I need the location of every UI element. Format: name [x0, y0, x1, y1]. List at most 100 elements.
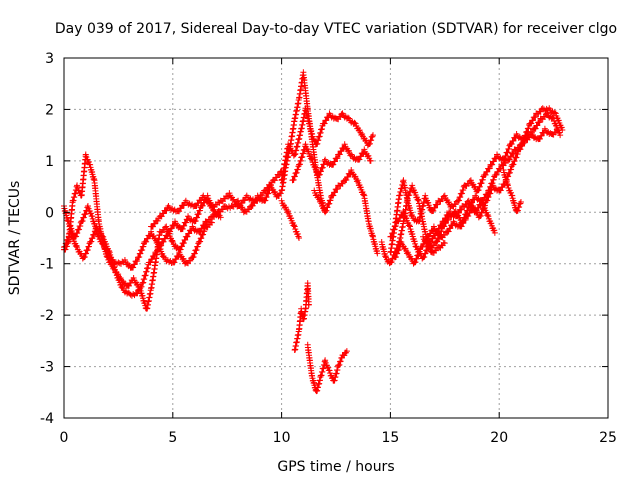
data-point — [469, 199, 475, 206]
data-point — [415, 252, 422, 259]
data-point — [504, 149, 511, 156]
data-point — [489, 161, 496, 168]
data-point — [438, 228, 445, 235]
data-point — [499, 184, 506, 191]
data-point — [127, 291, 134, 298]
data-point — [487, 190, 494, 197]
data-point — [358, 153, 365, 160]
data-point — [195, 210, 202, 217]
data-point — [259, 192, 266, 199]
data-point — [62, 243, 69, 250]
data-point — [476, 183, 483, 190]
data-point — [171, 259, 178, 266]
data-point — [186, 230, 193, 237]
data-point — [537, 108, 544, 115]
data-point — [245, 206, 252, 213]
data-point — [517, 200, 524, 207]
data-point — [179, 225, 186, 232]
data-point — [389, 229, 396, 236]
data-point — [187, 257, 194, 264]
y-tick-label: 2 — [45, 102, 54, 118]
data-point — [485, 193, 492, 200]
data-point — [337, 358, 344, 365]
data-point — [136, 287, 143, 294]
data-point — [392, 222, 399, 229]
data-point — [519, 143, 526, 150]
data-point — [139, 246, 146, 253]
data-point — [317, 197, 324, 204]
data-point — [484, 168, 491, 175]
data-point — [151, 252, 158, 259]
data-point — [321, 120, 328, 127]
data-point — [331, 189, 338, 196]
data-point — [484, 211, 491, 218]
data-point — [514, 207, 521, 214]
data-point — [463, 210, 470, 217]
data-point — [200, 231, 207, 238]
data-point — [91, 231, 98, 238]
x-tick-labels: 0 5 10 15 20 25 — [60, 430, 617, 446]
data-point — [536, 119, 543, 126]
data-point — [191, 250, 198, 257]
data-point — [406, 192, 413, 199]
data-point — [76, 226, 83, 233]
grid-lines — [64, 58, 608, 418]
data-point — [508, 153, 515, 160]
data-point — [277, 190, 284, 197]
data-point — [435, 235, 442, 242]
data-point — [491, 227, 498, 234]
data-point — [136, 253, 143, 260]
data-point — [164, 232, 171, 239]
data-point — [317, 168, 324, 175]
data-point — [486, 165, 493, 172]
data-point — [181, 222, 188, 229]
data-point — [493, 171, 500, 178]
data-point — [516, 204, 523, 211]
data-point — [323, 207, 330, 214]
data-point — [177, 246, 184, 253]
data-point — [517, 199, 524, 205]
axis-ticks — [63, 57, 609, 419]
data-point — [467, 202, 474, 209]
data-point — [84, 202, 91, 209]
data-point — [93, 224, 100, 231]
data-point — [366, 140, 373, 147]
y-tick-label: 0 — [45, 205, 54, 221]
data-point — [460, 186, 467, 193]
data-point — [506, 169, 513, 176]
data-point — [241, 197, 248, 204]
data-point — [421, 253, 428, 260]
data-point — [337, 113, 344, 120]
data-point — [551, 109, 558, 116]
data-point — [138, 283, 145, 290]
data-point — [162, 235, 169, 242]
data-point — [217, 214, 224, 221]
data-point — [484, 197, 491, 204]
data-point — [219, 206, 226, 213]
data-point — [74, 182, 81, 189]
data-point — [312, 163, 319, 170]
data-point — [557, 132, 564, 139]
data-point — [432, 204, 439, 211]
data-point — [143, 238, 150, 245]
data-point — [326, 367, 333, 374]
data-point — [422, 250, 429, 257]
data-point — [339, 180, 346, 187]
y-tick-label: 1 — [45, 154, 54, 170]
data-point — [497, 187, 504, 194]
data-point — [79, 217, 86, 224]
data-point — [441, 240, 448, 247]
data-point — [103, 240, 110, 247]
data-point — [199, 202, 206, 209]
data-point — [391, 226, 398, 233]
data-point — [169, 237, 176, 244]
data-point — [65, 236, 72, 243]
y-tick-label: -3 — [40, 360, 54, 376]
data-point — [89, 235, 96, 242]
data-point — [336, 361, 343, 368]
data-point — [223, 204, 230, 211]
data-point — [161, 227, 168, 234]
data-point — [459, 190, 466, 197]
data-point — [356, 156, 363, 163]
